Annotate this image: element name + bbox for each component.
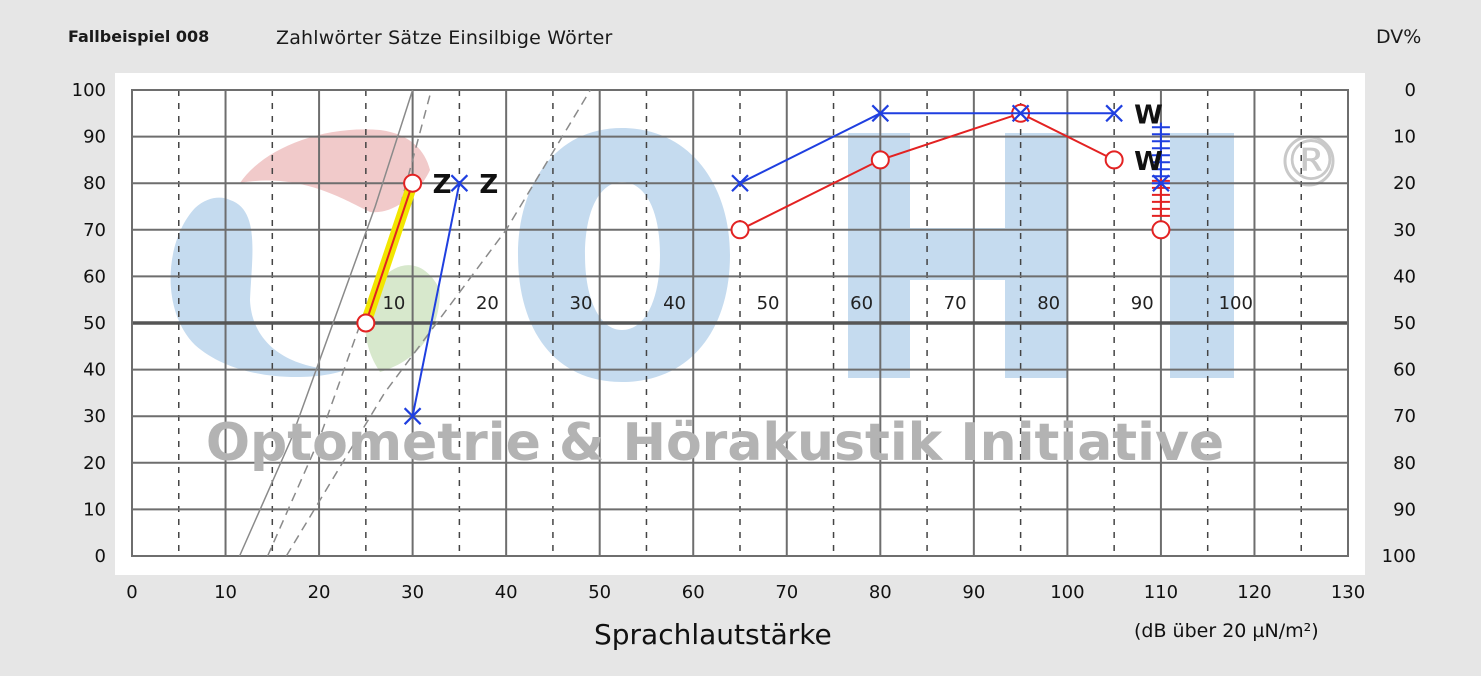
inner-x-tick-label: 60 <box>850 293 873 314</box>
y-tick-label-right: 40 <box>1393 266 1416 287</box>
watermark-pink-swoosh <box>240 129 430 213</box>
x-tick-label: 20 <box>308 582 331 603</box>
inner-x-tick-label: 80 <box>1037 293 1060 314</box>
inner-x-tick-label: 40 <box>663 293 686 314</box>
series-end-label: W <box>1134 100 1163 130</box>
y-tick-label-left: 100 <box>72 80 106 101</box>
y-tick-label-right: 0 <box>1405 80 1416 101</box>
inner-x-tick-label: 50 <box>757 293 780 314</box>
x-axis-unit: (dB über 20 µN/m²) <box>1134 620 1319 642</box>
data-point-circle <box>1104 150 1124 170</box>
x-tick-label: 90 <box>962 582 985 603</box>
x-tick-label: 60 <box>682 582 705 603</box>
case-label: Fallbeispiel 008 <box>68 27 210 46</box>
series-line <box>739 112 1115 231</box>
inner-x-tick-label: 90 <box>1131 293 1154 314</box>
inner-x-tick-label: 30 <box>570 293 593 314</box>
data-point-circle <box>356 313 376 333</box>
reference-curve <box>285 89 591 557</box>
x-tick-label: 30 <box>401 582 424 603</box>
series-line <box>411 183 461 417</box>
y-tick-label-right: 90 <box>1393 499 1416 520</box>
right-axis-label: DV% <box>1376 26 1422 48</box>
watermark-blue-swoosh <box>170 197 345 378</box>
level-stack <box>1151 122 1170 185</box>
watermark-green-swoosh <box>365 265 440 372</box>
x-tick-label: 40 <box>495 582 518 603</box>
series-end-label: Z <box>479 170 498 200</box>
data-point-x <box>450 174 469 192</box>
reference-curve <box>238 89 414 557</box>
y-tick-label-right: 10 <box>1393 127 1416 148</box>
y-tick-label-left: 50 <box>83 313 106 334</box>
data-point-x <box>731 174 749 192</box>
data-point-circle <box>730 220 750 240</box>
data-point-circle <box>403 173 423 193</box>
series: Z <box>356 170 452 333</box>
series <box>1152 174 1170 192</box>
x-tick-label: 10 <box>214 582 237 603</box>
watermark-letter-o <box>518 128 730 382</box>
y-tick-label-left: 40 <box>83 360 106 381</box>
plot-border <box>131 89 1349 557</box>
y-tick-label-right: 50 <box>1393 313 1416 334</box>
series <box>1151 220 1171 240</box>
test-types-title: Zahlwörter Sätze Einsilbige Wörter <box>276 27 613 49</box>
x-tick-label: 0 <box>126 582 137 603</box>
y-tick-label-right: 80 <box>1393 453 1416 474</box>
series-end-label: Z <box>433 170 452 200</box>
x-tick-label: 130 <box>1331 582 1365 603</box>
watermark-letter-i <box>1170 133 1234 378</box>
data-point-x <box>1105 104 1123 123</box>
series-end-label: W <box>1134 147 1163 177</box>
series: Z <box>403 170 498 425</box>
x-axis-label: Sprachlautstärke <box>594 618 832 651</box>
inner-x-tick-label: 70 <box>944 293 967 314</box>
series-line <box>364 182 414 324</box>
x-tick-label: 110 <box>1144 582 1178 603</box>
y-tick-label-right: 100 <box>1382 546 1416 567</box>
y-tick-label-left: 10 <box>83 499 106 520</box>
x-tick-label: 50 <box>588 582 611 603</box>
y-tick-label-left: 70 <box>83 220 106 241</box>
x-tick-label: 120 <box>1237 582 1271 603</box>
y-tick-label-left: 20 <box>83 453 106 474</box>
inner-x-tick-label: 100 <box>1219 293 1253 314</box>
data-point-circle <box>1151 220 1171 240</box>
y-tick-label-right: 30 <box>1393 220 1416 241</box>
inner-x-tick-label: 20 <box>476 293 499 314</box>
watermark-letter-h <box>848 133 1068 378</box>
series: W <box>731 100 1163 192</box>
data-point-circle <box>870 150 890 170</box>
y-tick-label-left: 0 <box>95 546 106 567</box>
data-point-x <box>403 407 422 425</box>
data-point-x <box>871 104 890 123</box>
y-tick-label-left: 60 <box>83 266 106 287</box>
data-point-x <box>1011 104 1030 123</box>
reference-curve <box>266 89 433 557</box>
y-tick-label-left: 80 <box>83 173 106 194</box>
inner-x-tick-label: 10 <box>382 293 405 314</box>
y-tick-label-right: 20 <box>1393 173 1416 194</box>
x-tick-label: 80 <box>869 582 892 603</box>
grid <box>131 89 1349 557</box>
x-tick-label: 70 <box>775 582 798 603</box>
watermark-text: Optometrie & Hörakustik Initiative <box>206 413 1224 473</box>
data-point-x <box>1152 174 1170 192</box>
x-tick-label: 100 <box>1050 582 1084 603</box>
y-tick-label-right: 60 <box>1393 360 1416 381</box>
watermark: ® <box>170 128 1339 382</box>
y-tick-label-left: 90 <box>83 127 106 148</box>
series-line <box>739 112 1115 185</box>
y-tick-label-right: 70 <box>1393 406 1416 427</box>
y-tick-label-left: 30 <box>83 406 106 427</box>
